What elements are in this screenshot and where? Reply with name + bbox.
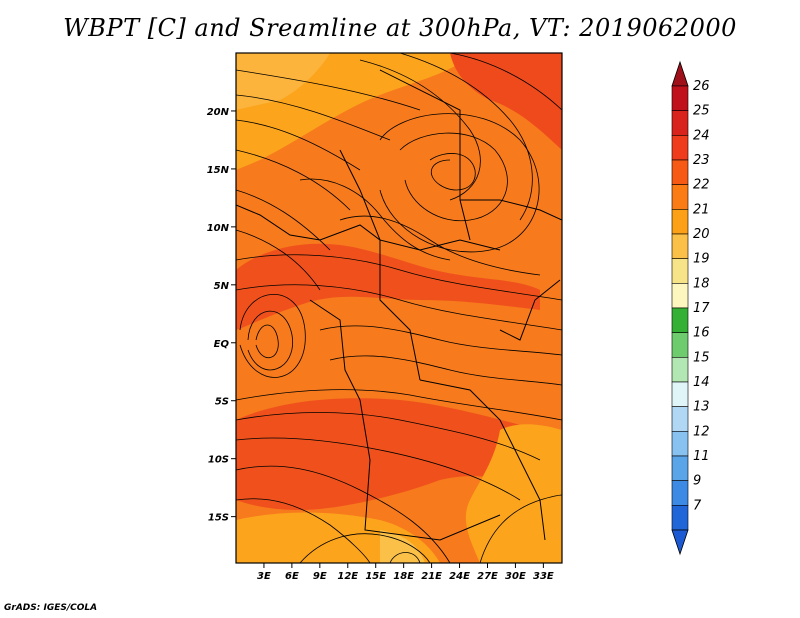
lon-tick-label: 3E xyxy=(257,571,271,582)
lat-tick-label: 20N xyxy=(207,107,230,118)
colorbar-bottom-arrow xyxy=(671,529,689,556)
colorbar-swatch xyxy=(671,381,689,407)
lon-tick-label: 21E xyxy=(421,571,442,582)
country-borders xyxy=(236,69,562,541)
lon-tick-label: 18E xyxy=(393,571,414,582)
colorbar-label: 17 xyxy=(693,301,710,316)
colorbar-swatch xyxy=(671,455,689,481)
lon-tick-label: 15E xyxy=(365,571,386,582)
lon-tick-label: 24E xyxy=(449,571,470,582)
lon-tick-label: 6E xyxy=(285,571,299,582)
colorbar-swatch xyxy=(671,332,689,358)
colorbar-label: 22 xyxy=(693,178,710,193)
colorbar-label: 13 xyxy=(693,400,710,415)
colorbar-label: 11 xyxy=(693,449,710,464)
colorbar-swatch xyxy=(671,85,689,111)
colorbar-label: 19 xyxy=(693,252,710,267)
colorbar-label: 16 xyxy=(693,326,710,341)
colorbar-swatch xyxy=(671,184,689,210)
colorbar-swatch xyxy=(671,406,689,432)
colorbar-label: 21 xyxy=(693,202,710,217)
colorbar-swatch xyxy=(671,258,689,284)
lon-tick-label: 9E xyxy=(313,571,327,582)
lat-tick-label: 15S xyxy=(208,513,229,524)
colorbar-swatch xyxy=(671,431,689,457)
lat-tick-label: 5N xyxy=(214,281,230,292)
colorbar-swatch xyxy=(671,283,689,309)
lon-tick-label: 27E xyxy=(477,571,498,582)
colorbar-label: 18 xyxy=(693,276,710,291)
colorbar-label: 24 xyxy=(693,128,710,143)
colorbar-swatch xyxy=(671,209,689,235)
colorbar-swatch xyxy=(671,135,689,161)
colorbar-label: 9 xyxy=(693,474,701,489)
colorbar: 26 25 24 23 22 21 20 19 18 17 16 15 14 13 12 11 9 7 xyxy=(671,60,710,556)
lat-tick-label: EQ xyxy=(214,339,230,350)
colorbar-swatch xyxy=(671,357,689,383)
lon-tick-label: 30E xyxy=(505,571,526,582)
longitude-axis: 3E 6E 9E 12E 15E 18E 21E 24E 27E 30E 33E xyxy=(257,563,554,582)
wbpt-field xyxy=(236,53,562,563)
colorbar-label: 12 xyxy=(693,424,710,439)
map-title: WBPT [C] and Sreamline at 300hPa, VT: 20… xyxy=(63,14,737,42)
colorbar-swatch xyxy=(671,159,689,185)
colorbar-swatch xyxy=(671,110,689,136)
lat-tick-label: 10S xyxy=(208,455,229,466)
latitude-axis: 20N 15N 10N 5N EQ 5S 10S 15S xyxy=(207,107,236,524)
lat-tick-label: 10N xyxy=(207,223,230,234)
colorbar-swatch xyxy=(671,307,689,333)
streamlines xyxy=(236,53,562,563)
lat-tick-label: 15N xyxy=(207,165,230,176)
credit-text: GrADS: IGES/COLA xyxy=(4,603,98,613)
lon-tick-label: 12E xyxy=(337,571,358,582)
colorbar-label: 7 xyxy=(693,498,702,513)
colorbar-label: 15 xyxy=(693,350,710,365)
lat-tick-label: 5S xyxy=(215,397,229,408)
colorbar-swatch xyxy=(671,480,689,506)
colorbar-label: 14 xyxy=(693,375,710,390)
colorbar-top-arrow xyxy=(671,60,689,87)
colorbar-swatch xyxy=(671,505,689,531)
colorbar-swatch xyxy=(671,233,689,259)
lon-tick-label: 33E xyxy=(533,571,554,582)
colorbar-label: 26 xyxy=(693,79,710,94)
colorbar-label: 23 xyxy=(693,153,710,168)
colorbar-label: 25 xyxy=(693,104,710,119)
colorbar-label: 20 xyxy=(693,227,710,242)
map-frame xyxy=(235,52,563,564)
